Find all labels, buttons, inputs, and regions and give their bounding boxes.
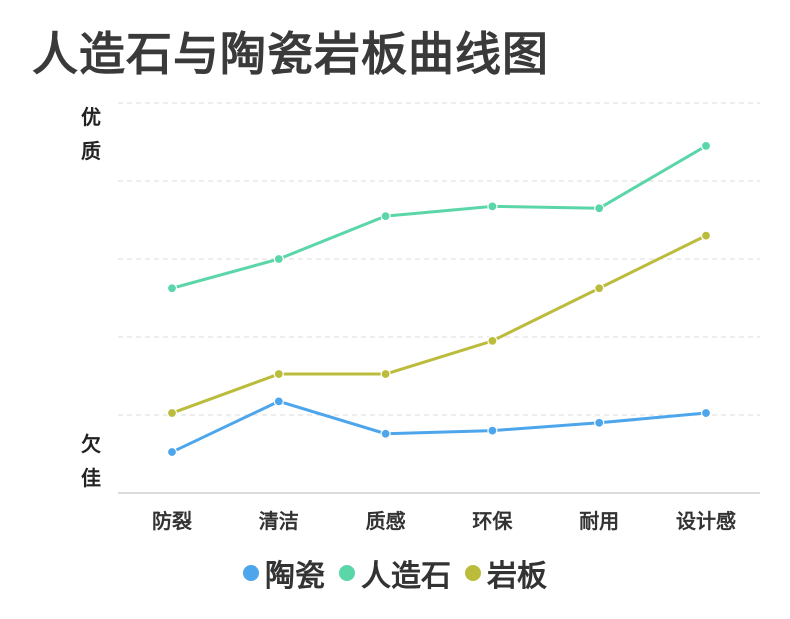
data-point xyxy=(273,253,284,265)
chart-title: 人造石与陶瓷岩板曲线图 xyxy=(32,27,549,81)
x-tick-label: 防裂 xyxy=(152,509,192,533)
series-1 xyxy=(166,140,712,294)
data-point xyxy=(380,428,391,439)
series-line xyxy=(171,399,707,454)
legend-item: 陶瓷 xyxy=(243,551,325,595)
data-point xyxy=(594,203,605,214)
legend-marker xyxy=(243,565,259,581)
series-line xyxy=(171,234,707,415)
data-point xyxy=(700,407,712,419)
legend: 陶瓷 人造石 岩板 xyxy=(0,548,790,598)
data-point xyxy=(166,283,178,294)
legend-item: 人造石 xyxy=(339,551,451,595)
series-lines xyxy=(166,140,712,458)
legend-marker xyxy=(465,565,481,581)
data-point xyxy=(166,407,178,419)
x-tick-label: 质感 xyxy=(366,509,406,533)
x-tick-label: 设计感 xyxy=(676,509,736,533)
data-point xyxy=(487,335,498,346)
legend-label: 岩板 xyxy=(487,559,547,594)
data-point xyxy=(594,417,605,428)
data-point xyxy=(487,425,498,436)
series-0 xyxy=(166,396,712,458)
data-point xyxy=(700,230,712,241)
y-axis-label-top: 优质 xyxy=(81,105,101,163)
legend-label: 人造石 xyxy=(361,559,451,594)
data-point xyxy=(166,446,178,458)
data-point xyxy=(700,140,712,151)
data-point xyxy=(380,368,391,380)
data-point xyxy=(273,396,284,407)
x-tick-label: 环保 xyxy=(472,509,513,533)
data-point xyxy=(273,368,284,380)
x-tick-labels: 防裂 清洁 质感 环保 耐用 设计感 xyxy=(152,509,736,533)
series-2 xyxy=(166,230,712,419)
legend-label: 陶瓷 xyxy=(265,559,325,594)
legend-item: 岩板 xyxy=(465,551,547,595)
x-tick-label: 清洁 xyxy=(259,509,299,533)
y-axis-label-bottom: 欠佳 xyxy=(81,432,101,490)
series-line xyxy=(171,144,707,290)
data-point xyxy=(487,201,498,212)
data-point xyxy=(380,211,391,222)
data-point xyxy=(594,283,605,294)
legend-marker xyxy=(339,565,355,581)
gridlines xyxy=(118,102,760,416)
x-tick-label: 耐用 xyxy=(579,509,619,533)
